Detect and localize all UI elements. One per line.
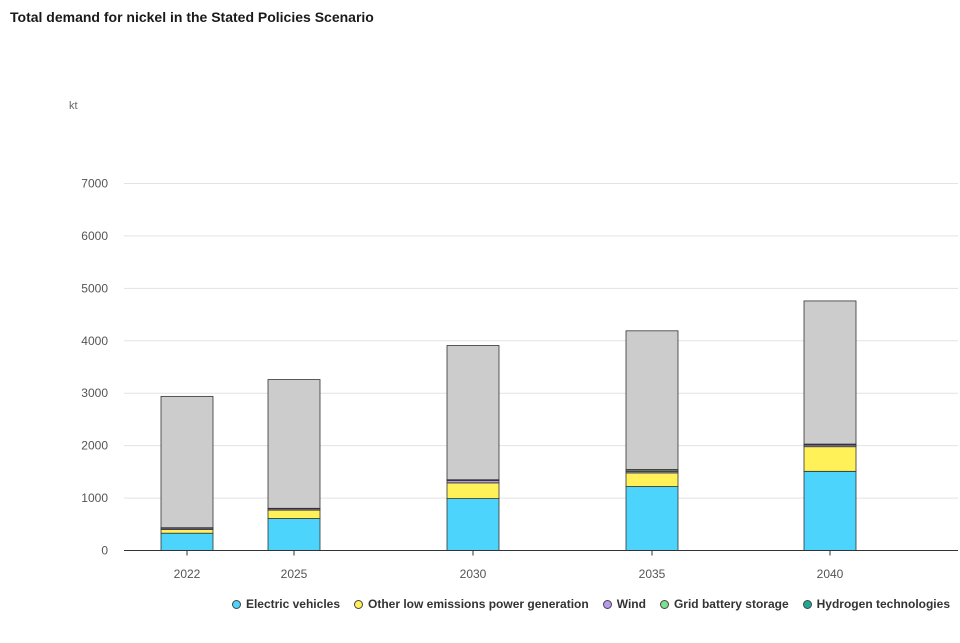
- legend-swatch: [354, 599, 363, 609]
- legend-item: Other low emissions power generation: [354, 597, 589, 611]
- legend-label: Electric vehicles: [245, 597, 340, 611]
- bar-stack-2025: [267, 379, 321, 551]
- bar-stack-2022: [160, 395, 214, 551]
- legend-item: Hydrogen technologies: [802, 597, 950, 611]
- chart-title: Total demand for nickel in the Stated Po…: [10, 9, 374, 25]
- bar-segment-electric-vehicles: [446, 498, 500, 551]
- bar-segment-other-low-emissions-power-generation: [803, 446, 857, 472]
- bar-segment-electric-vehicles: [267, 518, 321, 551]
- x-tick-label: 2035: [639, 567, 666, 581]
- y-unit-label: kt: [69, 100, 78, 112]
- y-tick-label: 3000: [81, 386, 108, 400]
- axes: kt 0 1000 2000 3000 4000 5000 6000 7000 2022 2025 2…: [69, 100, 958, 581]
- x-tick-label: 2022: [174, 567, 201, 581]
- bar-stack-2035: [625, 330, 679, 551]
- legend-item: Wind: [602, 597, 646, 611]
- bar-segment-electric-vehicles: [160, 532, 214, 551]
- y-tick-label: 7000: [81, 177, 108, 191]
- legend-swatch: [659, 599, 669, 609]
- legend-swatch: [802, 599, 812, 609]
- x-tick-label: 2040: [817, 567, 844, 581]
- bar-segment-remainder: [446, 345, 500, 481]
- bar-segment-other-low-emissions-power-generation: [160, 529, 214, 534]
- y-tick-label: 4000: [81, 334, 108, 348]
- bar-segment-electric-vehicles: [625, 486, 679, 551]
- bar-segment-remainder: [267, 379, 321, 509]
- legend-label: Hydrogen technologies: [816, 597, 950, 611]
- x-tick-label: 2030: [460, 567, 487, 581]
- legend-swatch: [602, 599, 612, 609]
- bar-stack-2030: [446, 345, 500, 551]
- bar-segment-electric-vehicles: [803, 470, 857, 551]
- legend-item: Electric vehicles: [231, 597, 340, 611]
- bar-segment-other-low-emissions-power-generation: [446, 482, 500, 499]
- legend-item: Grid battery storage: [659, 597, 789, 611]
- bar-segment-remainder: [160, 395, 214, 529]
- y-tick-label: 0: [101, 544, 108, 558]
- y-tick-label: 2000: [81, 439, 108, 453]
- bar-stack-2040: [803, 300, 857, 551]
- x-tick-label: 2025: [281, 567, 308, 581]
- legend-swatch: [231, 599, 241, 609]
- bars: [160, 300, 857, 551]
- bar-segment-remainder: [803, 300, 857, 445]
- legend: Electric vehicles Other low emissions pow…: [231, 597, 950, 611]
- y-tick-label: 1000: [81, 491, 108, 505]
- y-tick-label: 6000: [81, 229, 108, 243]
- bar-segment-other-low-emissions-power-generation: [625, 472, 679, 487]
- legend-label: Wind: [616, 597, 646, 611]
- bar-segment-remainder: [625, 330, 679, 470]
- y-tick-label: 5000: [81, 281, 108, 295]
- bar-segment-other-low-emissions-power-generation: [267, 509, 321, 519]
- legend-label: Other low emissions power generation: [368, 597, 589, 611]
- legend-label: Grid battery storage: [673, 597, 789, 611]
